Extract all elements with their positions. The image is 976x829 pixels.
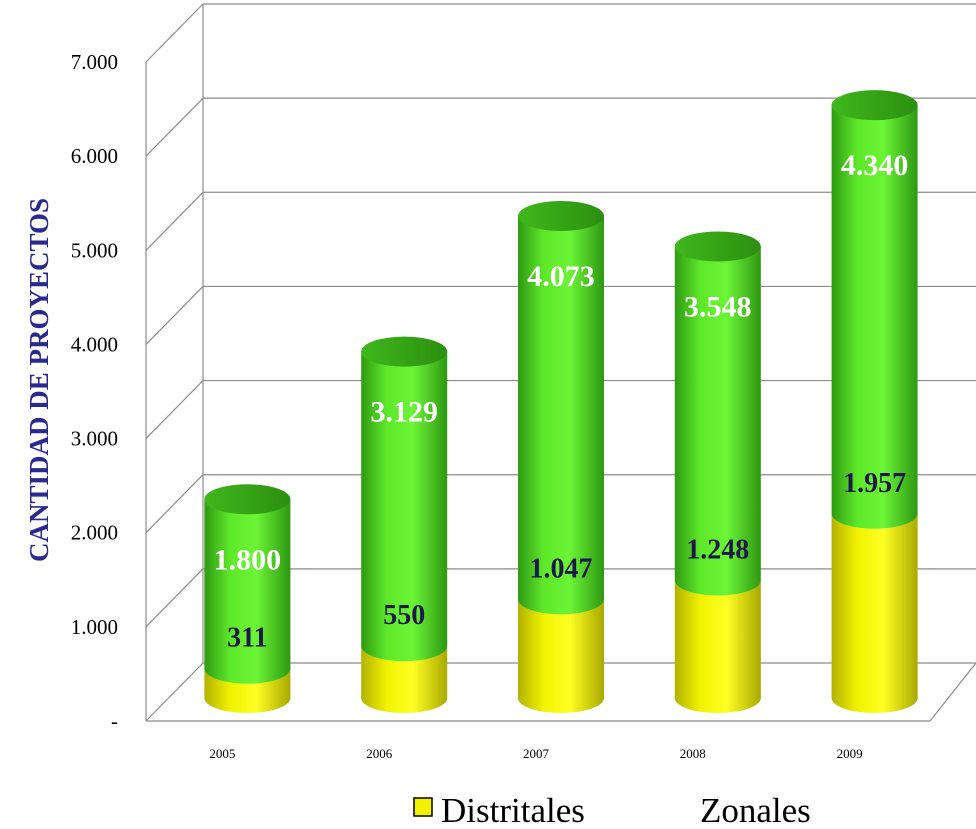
bar-zonales-cap [204, 484, 291, 515]
legend-label-zonales: Zonales [700, 791, 811, 829]
bar-zonales-cap [518, 200, 604, 231]
bar-distritales [831, 513, 918, 714]
x-tick-label: 2005 [209, 746, 235, 761]
data-label-zonales: 4.073 [527, 260, 595, 293]
bar-distritales [674, 580, 761, 714]
gridline-side [145, 3, 204, 63]
x-tick-label: 2007 [523, 746, 550, 761]
data-label-zonales: 3.129 [370, 396, 438, 429]
y-tick-label: 1.000 [71, 615, 118, 639]
bar-zonales [361, 351, 448, 662]
data-label-distritales: 550 [383, 600, 425, 631]
gridline-side [145, 97, 204, 157]
gridline-side [145, 662, 204, 722]
y-tick-label: 3.000 [71, 427, 118, 451]
floor-edge [929, 662, 976, 722]
y-tick-label: - [111, 709, 118, 733]
bar-distritales [518, 599, 604, 713]
bar-distritales [204, 668, 291, 714]
bar-zonales-cap [674, 231, 761, 262]
x-tick-label: 2006 [366, 746, 393, 761]
bar-zonales [204, 499, 291, 684]
y-tick-label: 5.000 [71, 238, 118, 262]
data-label-distritales: 311 [227, 623, 267, 654]
gridline-side [145, 568, 204, 628]
legend-label-distritales: Distritales [441, 791, 585, 829]
y-tick-label: 6.000 [71, 144, 118, 168]
y-tick-label: 2.000 [71, 521, 118, 545]
gridline-side [145, 380, 204, 439]
data-label-zonales: 3.548 [684, 290, 752, 323]
data-label-distritales: 1.047 [530, 553, 593, 584]
bar-zonales [674, 246, 761, 596]
bar-zonales-cap [831, 90, 918, 121]
y-tick-label: 4.000 [71, 332, 118, 356]
x-tick-label: 2009 [837, 746, 863, 761]
data-label-zonales: 1.800 [214, 543, 282, 576]
bar-distritales [361, 646, 448, 714]
bar-zonales-cap [361, 336, 448, 367]
gridline-side [145, 474, 204, 534]
gridline-side [145, 191, 204, 251]
gridline-side [145, 286, 204, 345]
y-tick-label: 7.000 [71, 50, 118, 74]
data-label-distritales: 1.957 [843, 468, 906, 499]
x-tick-label: 2008 [680, 746, 706, 761]
data-label-zonales: 4.340 [841, 149, 909, 182]
bar-zonales [518, 215, 604, 615]
data-label-distritales: 1.248 [686, 535, 749, 566]
bar-zonales [831, 105, 918, 529]
y-axis-title: CANTIDAD DE PROYECTOS [24, 198, 54, 562]
legend-swatch-distritales [413, 797, 433, 817]
